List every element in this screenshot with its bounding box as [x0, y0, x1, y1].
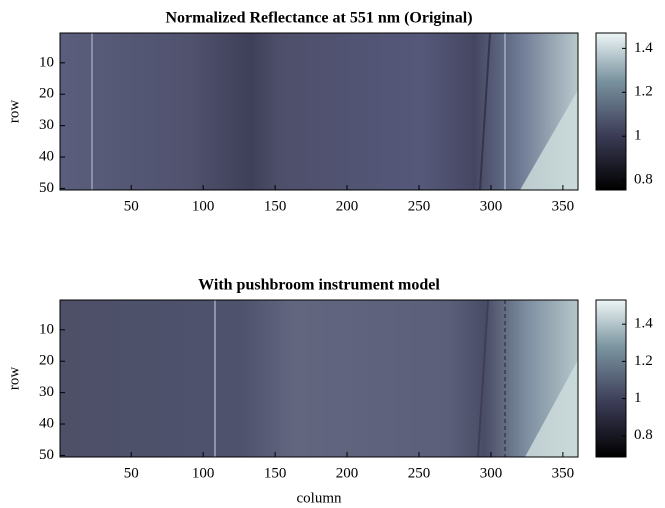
x-tick-label: 350 [552, 198, 575, 214]
x-tick-label: 250 [408, 198, 431, 214]
x-tick-label: 50 [124, 465, 139, 481]
y-tick-label: 10 [39, 321, 54, 337]
colorbar-tick-label: 1.4 [634, 40, 653, 56]
colorbar [595, 32, 627, 191]
y-tick-label: 10 [39, 54, 54, 70]
colorbar-tick-label: 0.8 [634, 172, 653, 188]
y-tick-label: 30 [39, 384, 54, 400]
x-tick-label: 100 [192, 465, 215, 481]
colorbar-tick-label: 0.8 [634, 427, 653, 443]
colorbar-tick-label: 1.2 [634, 353, 653, 369]
chart-title: With pushbroom instrument model [198, 277, 440, 294]
y-axis-label: row [6, 367, 22, 390]
x-tick-label: 300 [480, 198, 503, 214]
y-tick-label: 40 [39, 148, 54, 164]
y-tick-label: 20 [39, 353, 54, 369]
y-tick-label: 50 [39, 447, 54, 463]
heatmap-image [60, 32, 578, 458]
colorbar-tick-label: 1 [634, 390, 642, 406]
y-axis-label: row [6, 100, 22, 123]
x-tick-label: 200 [336, 465, 359, 481]
x-tick-label: 250 [408, 465, 431, 481]
axes-frame [59, 299, 579, 458]
x-tick-label: 350 [552, 465, 575, 481]
x-axis-label: column [297, 490, 342, 506]
colorbar-tick-label: 1.4 [634, 316, 653, 332]
y-tick-label: 40 [39, 415, 54, 431]
x-tick-label: 300 [480, 465, 503, 481]
colorbar-tick-label: 1 [634, 128, 642, 144]
y-tick-label: 50 [39, 180, 54, 196]
y-tick-label: 30 [39, 117, 54, 133]
x-tick-label: 150 [264, 465, 287, 481]
colorbar-tick-label: 1.2 [634, 84, 653, 100]
y-tick-label: 20 [39, 86, 54, 102]
x-tick-label: 200 [336, 198, 359, 214]
colorbar [595, 299, 627, 458]
x-tick-label: 150 [264, 198, 287, 214]
chart-title: Normalized Reflectance at 551 nm (Origin… [165, 10, 472, 27]
x-tick-label: 50 [124, 198, 139, 214]
axes-frame [59, 32, 579, 191]
x-tick-label: 100 [192, 198, 215, 214]
